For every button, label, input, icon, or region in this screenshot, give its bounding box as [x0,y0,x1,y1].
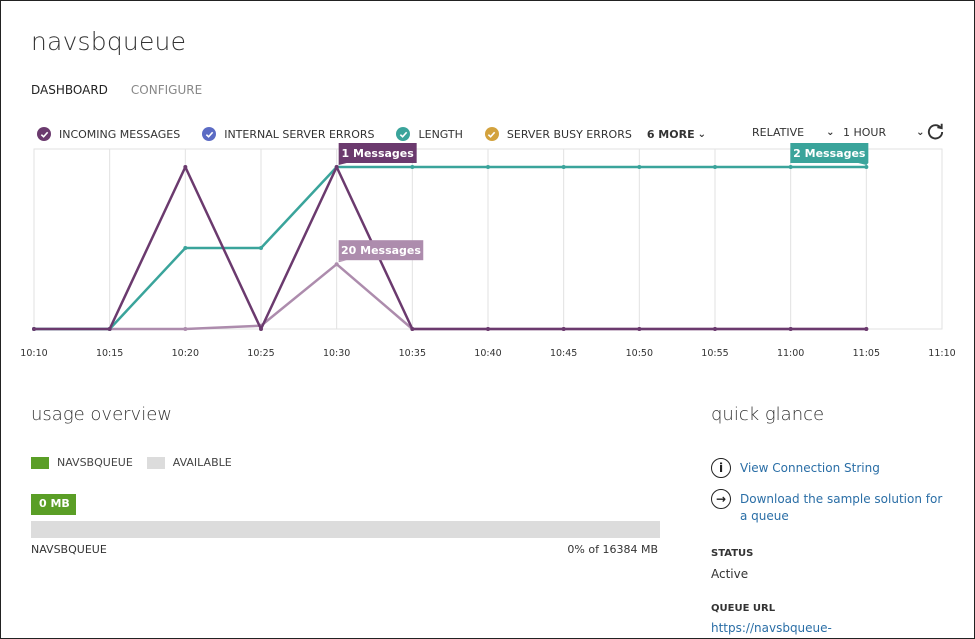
data-point [259,327,263,331]
data-point [637,327,642,331]
x-tick-label: 10:40 [474,348,501,359]
legend-item-internal-server-errors[interactable]: INTERNAL SERVER ERRORS [202,127,374,141]
legend-label: LENGTH [418,127,463,141]
x-tick-label: 10:30 [323,348,350,359]
legend-label: INTERNAL SERVER ERRORS [224,127,375,141]
data-point [713,165,717,169]
x-tick-label: 11:00 [777,348,804,359]
page-title: navsbqueue [31,27,187,56]
x-tick-label: 10:35 [399,348,426,359]
tab-dashboard[interactable]: DASHBOARD [31,83,108,97]
annotation-box [338,143,417,163]
usage-bar [31,521,660,538]
chevron-down-icon: ⌄ [826,127,835,138]
data-point [788,327,793,331]
legend-label-available: AVAILABLE [172,456,232,469]
legend-label: INCOMING MESSAGES [59,127,181,141]
x-tick-label: 10:50 [626,348,653,359]
legend-item-incoming-messages[interactable]: INCOMING MESSAGES [37,127,180,141]
queue-url-label: QUEUE URL [711,603,776,614]
data-point [183,327,188,331]
data-point [864,327,869,331]
data-point [561,327,566,331]
annotation-box [790,143,869,163]
data-point [561,165,566,169]
data-point [410,165,415,169]
status-label: STATUS [711,548,754,559]
annotation-label: 2 Messages [793,147,866,160]
metrics-chart: 10:10 10:15 10:20 10:25 10:30 10:35 10:40 10:45… [20,143,956,359]
checkmark-icon [484,127,499,141]
x-tick-label: 10:10 [20,348,47,359]
link-label: View Connection String [740,461,880,475]
data-point [183,165,188,169]
data-point [259,246,263,250]
data-point [334,262,339,267]
annotation-pointer [338,260,347,263]
checkmark-icon [396,127,411,141]
range-select[interactable]: 1 HOUR ⌄ [843,126,925,139]
chevron-down-icon: ⌄ [697,128,706,140]
range-value: 1 HOUR [843,126,887,139]
x-tick-label: 10:55 [701,348,728,359]
annotation-pointer [338,163,347,165]
usage-overview-title: usage overview [31,404,173,425]
series-line [34,165,867,331]
mode-select[interactable]: RELATIVE ⌄ [752,126,834,139]
data-point [637,165,642,169]
refresh-icon [927,123,944,140]
usage-entity-name: NAVSBQUEUE [31,543,107,556]
annotation-pointer [858,163,869,165]
x-tick-label: 11:05 [853,348,880,359]
chevron-down-icon: ⌄ [916,127,925,138]
x-tick-label: 10:25 [247,348,274,359]
view-connection-string-link[interactable]: i View Connection String [711,458,880,478]
tab-bar: DASHBOARD CONFIGURE [31,83,202,97]
status-value: Active [711,567,749,581]
more-metrics-button[interactable]: 6 MORE ⌄ [647,128,706,141]
data-point [410,327,415,331]
download-sample-link[interactable]: → Download the sample solution for a que… [711,489,943,525]
data-point [713,327,717,331]
checkmark-icon [202,127,217,141]
more-label: 6 MORE [646,127,695,141]
link-label: Download the sample solution for a queue [740,492,943,523]
checkmark-icon [37,127,51,141]
legend-item-server-busy-errors[interactable]: SERVER BUSY ERRORS [484,127,632,141]
annotation-label: 1 Messages [342,147,415,160]
legend-item-length[interactable]: LENGTH [396,127,463,141]
data-point [334,165,339,169]
data-point [788,165,793,169]
x-tick-label: 11:10 [928,348,955,359]
refresh-button[interactable] [926,122,945,141]
data-point [864,165,869,169]
usage-amount: 0% of 16384 MB [567,543,658,556]
info-icon: i [711,458,731,478]
mode-value: RELATIVE [752,126,805,139]
x-tick-label: 10:45 [550,348,577,359]
legend-label-used: NAVSBQUEUE [57,456,133,469]
queue-url-link[interactable]: https://navsbqueue- [711,621,832,635]
metrics-legend: INCOMING MESSAGES INTERNAL SERVER ERRORS… [37,125,706,143]
x-tick-label: 10:20 [172,348,199,359]
data-point [107,327,112,331]
data-point [486,165,490,169]
data-point [486,327,490,331]
data-point [183,246,188,250]
legend-swatch-available [146,456,165,469]
usage-legend: NAVSBQUEUE AVAILABLE [31,456,232,469]
annotation-box [338,240,424,261]
arrow-circle-icon: → [711,489,731,509]
x-tick-label: 10:15 [96,348,123,359]
legend-swatch-used [31,456,49,469]
annotation-label: 20 Messages [341,244,421,257]
quick-glance-title: quick glance [711,404,825,425]
data-point [32,327,36,331]
series-line [34,165,867,331]
tab-configure[interactable]: CONFIGURE [130,83,203,97]
usage-tag: 0 MB [31,494,76,515]
legend-label: SERVER BUSY ERRORS [506,127,632,141]
